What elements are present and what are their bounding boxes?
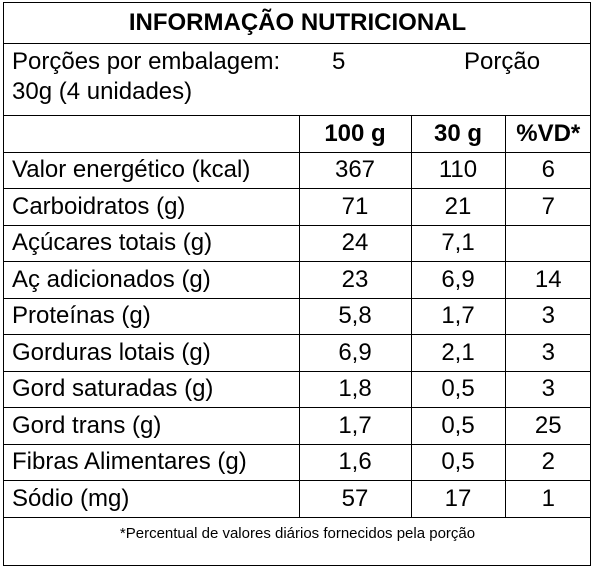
value-daily-percent: 25 (504, 407, 591, 445)
value-daily-percent: 2 (504, 443, 591, 481)
value-per-30g: 0,5 (410, 370, 506, 408)
value-per-30g: 21 (410, 188, 506, 226)
value-daily-percent: 7 (504, 188, 591, 226)
nutrient-row: Aç adicionados (g) 23 6,9 14 (4, 261, 591, 299)
value-per-100g: 6,9 (298, 334, 412, 372)
column-header-vd: %VD* (504, 114, 591, 153)
value-per-100g: 1,6 (298, 443, 412, 481)
nutrient-name: Proteínas (g) (4, 297, 300, 335)
nutrition-table: INFORMAÇÃO NUTRICIONAL Porções por embal… (4, 3, 591, 550)
value-per-100g: 57 (298, 480, 412, 518)
nutrient-row: Proteínas (g) 5,8 1,7 3 (4, 297, 591, 335)
nutrient-row: Gord trans (g) 1,7 0,5 25 (4, 407, 591, 445)
portion-size-value: 30g (4 unidades) (12, 77, 193, 105)
value-per-30g: 7,1 (410, 224, 506, 262)
value-per-100g: 71 (298, 188, 412, 226)
servings-per-package-value: 5 (332, 47, 346, 75)
value-daily-percent (504, 224, 591, 262)
column-header-30g: 30 g (410, 114, 506, 153)
value-per-100g: 1,7 (298, 407, 412, 445)
value-daily-percent: 3 (504, 334, 591, 372)
nutrient-name: Fibras Alimentares (g) (4, 443, 300, 481)
serving-info-cell: Porções por embalagem: 5 Porção 30g (4 u… (4, 42, 591, 116)
value-daily-percent: 1 (504, 480, 591, 518)
value-per-100g: 1,8 (298, 370, 412, 408)
nutrient-row: Gord saturadas (g) 1,8 0,5 3 (4, 370, 591, 408)
servings-per-package-label: Porções por embalagem: (12, 47, 281, 75)
nutrient-name: Aç adicionados (g) (4, 261, 300, 299)
nutrition-facts-label: INFORMAÇÃO NUTRICIONAL Porções por embal… (3, 2, 591, 566)
value-per-100g: 24 (298, 224, 412, 262)
value-per-30g: 17 (410, 480, 506, 518)
nutrient-name: Sódio (mg) (4, 480, 300, 518)
value-daily-percent: 6 (504, 151, 591, 189)
footnote-row: *Percentual de valores diários fornecido… (4, 516, 591, 550)
servings-per-package-line: Porções por embalagem: 5 Porção (12, 48, 583, 78)
footnote-text: *Percentual de valores diários fornecido… (4, 516, 591, 550)
value-per-30g: 0,5 (410, 407, 506, 445)
value-per-30g: 110 (410, 151, 506, 189)
value-per-100g: 5,8 (298, 297, 412, 335)
nutrient-name: Carboidratos (g) (4, 188, 300, 226)
value-per-100g: 23 (298, 261, 412, 299)
nutrient-name: Gord trans (g) (4, 407, 300, 445)
value-per-30g: 1,7 (410, 297, 506, 335)
value-per-100g: 367 (298, 151, 412, 189)
nutrient-row: Fibras Alimentares (g) 1,6 0,5 2 (4, 443, 591, 481)
portion-size-line: 30g (4 unidades) (12, 78, 583, 108)
value-daily-percent: 14 (504, 261, 591, 299)
nutrient-row: Açúcares totais (g) 24 7,1 (4, 224, 591, 262)
value-per-30g: 0,5 (410, 443, 506, 481)
title-row: INFORMAÇÃO NUTRICIONAL (4, 3, 591, 44)
column-header-row: 100 g 30 g %VD* (4, 114, 591, 153)
value-per-30g: 2,1 (410, 334, 506, 372)
nutrient-name: Açúcares totais (g) (4, 224, 300, 262)
nutrient-rows: Valor energético (kcal) 367 110 6 Carboidrat… (4, 151, 591, 518)
nutrient-name: Gord saturadas (g) (4, 370, 300, 408)
nutrient-name: Gorduras lotais (g) (4, 334, 300, 372)
column-header-empty (4, 114, 300, 153)
nutrient-row: Carboidratos (g) 71 21 7 (4, 188, 591, 226)
serving-info-row: Porções por embalagem: 5 Porção 30g (4 u… (4, 42, 591, 116)
nutrient-row: Gorduras lotais (g) 6,9 2,1 3 (4, 334, 591, 372)
label-title: INFORMAÇÃO NUTRICIONAL (4, 3, 591, 44)
column-header-100g: 100 g (298, 114, 412, 153)
nutrient-row: Valor energético (kcal) 367 110 6 (4, 151, 591, 189)
nutrient-row: Sódio (mg) 57 17 1 (4, 480, 591, 518)
value-daily-percent: 3 (504, 370, 591, 408)
value-daily-percent: 3 (504, 297, 591, 335)
value-per-30g: 6,9 (410, 261, 506, 299)
portion-label: Porção (464, 47, 541, 75)
nutrient-name: Valor energético (kcal) (4, 151, 300, 189)
